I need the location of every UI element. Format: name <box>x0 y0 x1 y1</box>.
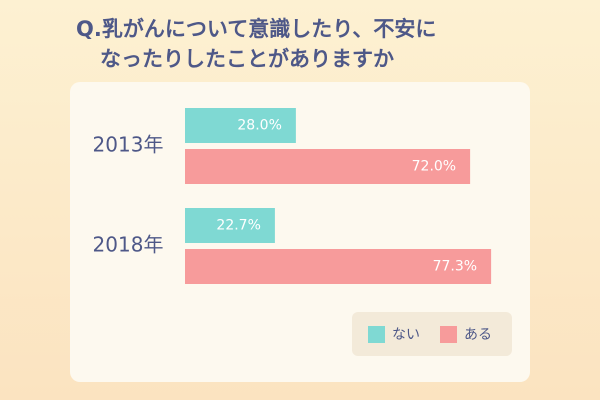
legend-swatch <box>440 326 457 343</box>
value-label: 28.0% <box>237 118 281 134</box>
value-label: 77.3% <box>433 259 477 275</box>
legend <box>352 312 512 356</box>
legend-swatch <box>368 326 385 343</box>
bar <box>185 249 492 284</box>
bar <box>185 208 275 243</box>
legend-label: ない <box>392 327 420 343</box>
category-label: 2013年 <box>93 133 164 157</box>
category-label: 2018年 <box>93 233 164 257</box>
chart-title: なったりしたことがありますか <box>100 47 394 71</box>
legend-label: ある <box>464 327 492 343</box>
value-label: 22.7% <box>216 218 260 234</box>
value-label: 72.0% <box>412 159 456 175</box>
chart-title: Q.乳がんについて意識したり、不安に <box>76 17 436 41</box>
bar <box>185 149 471 184</box>
bar <box>185 108 296 143</box>
